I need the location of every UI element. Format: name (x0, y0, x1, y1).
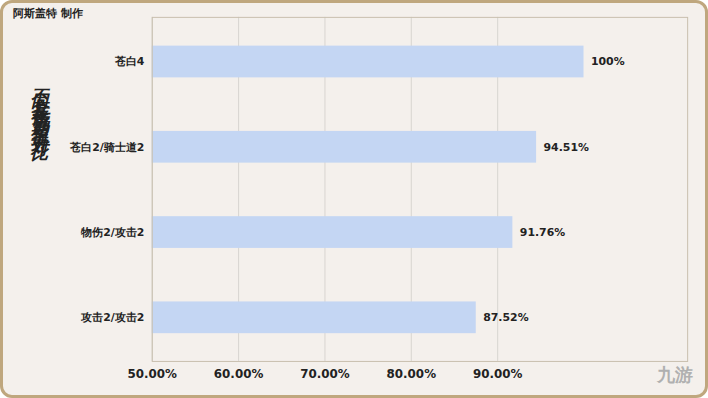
svg-text:91.76%: 91.76% (520, 226, 565, 239)
svg-text:50.00%: 50.00% (127, 367, 177, 381)
svg-text:90.00%: 90.00% (473, 367, 523, 381)
html-text:阿斯盖特 制作: 阿斯盖特 制作 (13, 7, 83, 20)
svg-text:100%: 100% (591, 55, 625, 68)
svg-text:80.00%: 80.00% (387, 367, 437, 381)
html-text:九游: 九游 (657, 364, 693, 385)
svg-text:苍白2/骑士道2: 苍白2/骑士道2 (69, 141, 144, 154)
svg-text:物伤2/攻击2: 物伤2/攻击2 (80, 226, 144, 239)
svg-text:94.51%: 94.51% (544, 141, 589, 154)
svg-text:苍白4: 苍白4 (114, 55, 145, 68)
svg-text:60.00%: 60.00% (214, 367, 264, 381)
svg-text:攻击2/攻击2: 攻击2/攻击2 (80, 311, 144, 324)
html-text:不同套装伤害期望提升对比: 不同套装伤害期望提升对比 (30, 75, 50, 135)
svg-text:87.52%: 87.52% (483, 311, 528, 324)
svg-text:70.00%: 70.00% (300, 367, 350, 381)
